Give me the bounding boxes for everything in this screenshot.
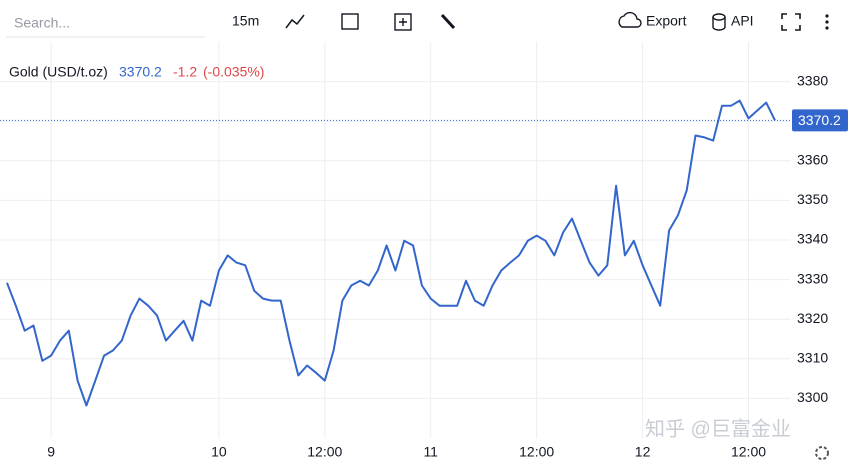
price-change: -1.2 [173, 64, 197, 80]
settings-gear-icon[interactable] [815, 446, 829, 460]
y-tick-label: 3320 [797, 310, 828, 326]
x-tick-label: 12 [635, 444, 651, 460]
x-tick-label: 11 [423, 444, 438, 460]
calendar-icon[interactable] [341, 13, 359, 30]
chart-type-icon[interactable] [285, 14, 305, 29]
last-price: 3370.2 [119, 64, 162, 80]
watermark: 知乎 @巨富金业 [645, 417, 791, 440]
price-change-percent: (-0.035%) [203, 64, 264, 80]
export-button[interactable]: Export [646, 13, 687, 29]
x-tick-label: 12:00 [731, 444, 766, 460]
export-icon[interactable] [618, 11, 642, 28]
interval-button[interactable]: 15m [232, 13, 259, 29]
y-tick-label: 3360 [797, 152, 828, 168]
last-price-tag-label: 3370.2 [798, 112, 841, 128]
x-tick-label: 10 [211, 444, 227, 460]
menu-dot [825, 20, 829, 24]
search-input[interactable]: Search... [14, 15, 70, 31]
last-price-tag [792, 109, 848, 132]
y-tick-label: 3380 [797, 72, 828, 88]
y-tick-label: 3300 [797, 389, 828, 405]
x-tick-label: 12:00 [307, 444, 342, 460]
menu-dot [825, 26, 829, 30]
chart-title: Gold (USD/t.oz) [9, 64, 108, 80]
y-tick-label: 3350 [797, 191, 828, 207]
add-icon-plus [399, 18, 407, 26]
plot-area [0, 42, 790, 438]
price-line [6, 99, 776, 407]
fullscreen-icon[interactable] [781, 13, 801, 31]
x-tick-label: 12:00 [519, 444, 554, 460]
menu-dot[interactable] [825, 14, 829, 18]
y-tick-label: 3310 [797, 350, 828, 366]
y-tick-label: 3340 [797, 231, 828, 247]
api-icon[interactable] [712, 13, 726, 21]
api-button[interactable]: API [731, 13, 754, 29]
y-tick-label: 3330 [797, 270, 828, 286]
settings-wrench-icon[interactable] [440, 13, 456, 30]
x-tick-label: 9 [47, 444, 55, 460]
add-icon[interactable] [394, 13, 412, 31]
toolbar: Search... 15m Export API [6, 11, 829, 38]
api-icon-body [712, 17, 726, 31]
